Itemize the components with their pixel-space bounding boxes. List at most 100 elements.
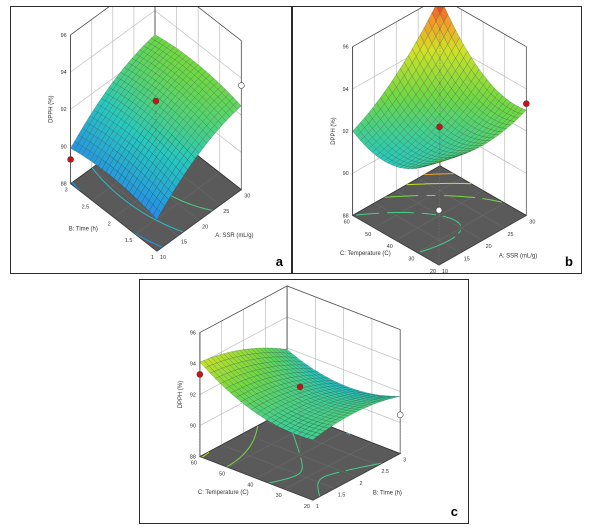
z-tick-label: 92	[61, 107, 67, 113]
x-axis-line	[438, 215, 527, 266]
z-tick-label: 88	[61, 182, 67, 188]
design-point	[196, 371, 204, 378]
y-axis-line	[70, 183, 158, 252]
z-tick-label: 96	[343, 45, 349, 51]
y-axis-title: B: Time (h)	[69, 227, 98, 233]
z-axis-title: DPPH (%)	[331, 117, 337, 144]
y-tick-label: 1	[151, 255, 154, 261]
axes: 88 90 92 94 96 DPPH (%) 1 1.5 2 2.5 3 B: Time (h) 20…	[178, 331, 406, 511]
design-point	[436, 123, 443, 131]
y-tick-label: 60	[191, 460, 197, 466]
panel-label-c: c	[450, 504, 458, 519]
surface-cell	[434, 158, 444, 163]
response-surface	[352, 7, 527, 169]
y-tick-label: 2.5	[82, 204, 90, 210]
z-tick-label: 88	[343, 213, 349, 219]
contour-line	[424, 173, 454, 176]
design-point	[238, 82, 245, 89]
response-surface	[70, 34, 242, 220]
z-tick-label: 92	[190, 393, 196, 399]
surface-chart-a: 88 90 92 94 96 DPPH (%) 10 15 20 25 30 A: SSR (mL/g…	[49, 7, 254, 261]
chart-panel-a: 88 90 92 94 96 DPPH (%) 10 15 20 25 30 A: SSR (mL/g…	[10, 6, 292, 274]
z-tick-label: 94	[343, 87, 349, 93]
panel-label-a: a	[275, 254, 283, 269]
x-tick-label: 3	[403, 458, 406, 464]
design-point	[67, 156, 74, 163]
z-tick-label: 90	[190, 424, 196, 430]
surface-cell	[152, 208, 162, 220]
floor-gridline	[256, 431, 344, 479]
y-axis-title: C: Temperature (C)	[340, 251, 391, 257]
y-tick-label: 50	[365, 232, 371, 238]
design-points	[435, 7, 530, 266]
y-tick-label: 3	[65, 188, 68, 194]
surface-chart-b: 88 90 92 94 96 DPPH (%) 10 15 20 25 30 A: SSR (mL/g…	[331, 7, 537, 273]
x-tick-label: 25	[507, 232, 513, 238]
x-tick-label: 10	[160, 255, 166, 261]
y-tick-label: 30	[276, 493, 282, 499]
x-tick-label: 30	[529, 219, 535, 225]
x-tick-label: 15	[464, 257, 470, 263]
design-points	[196, 371, 404, 457]
y-tick-label: 20	[430, 269, 436, 273]
surface-cell	[307, 435, 318, 440]
design-point	[296, 383, 304, 391]
contour-line	[91, 167, 184, 233]
panel-label-b: b	[565, 254, 573, 269]
x-axis-title: A: SSR (mL/g)	[215, 233, 253, 239]
y-tick-label: 1.5	[125, 238, 133, 244]
y-tick-label: 20	[304, 504, 310, 510]
x-axis-line	[312, 453, 401, 501]
contour-line	[406, 182, 472, 186]
x-axis-title: B: Time (h)	[373, 490, 402, 496]
design-point	[152, 97, 160, 105]
x-tick-label: 2.5	[381, 469, 389, 475]
axes: 88 90 92 94 96 DPPH (%) 10 15 20 25 30 A: SSR (mL/g…	[331, 45, 537, 273]
contour-line	[356, 212, 462, 253]
x-tick-label: 25	[223, 209, 229, 215]
x-tick-label: 30	[244, 194, 250, 200]
z-tick-label: 92	[343, 129, 349, 135]
x-axis-line	[156, 189, 242, 252]
z-axis-title: DPPH (%)	[178, 381, 184, 408]
design-point	[523, 100, 530, 107]
y-axis-line	[352, 215, 440, 266]
y-tick-label: 2	[108, 221, 111, 227]
z-tick-label: 88	[190, 455, 196, 461]
floor-gridline	[418, 177, 505, 229]
surface-chart-c: 88 90 92 94 96 DPPH (%) 1 1.5 2 2.5 3 B: Time (h) 20…	[178, 285, 406, 511]
x-tick-label: 1.5	[338, 492, 346, 498]
y-tick-label: 30	[408, 257, 414, 263]
x-tick-label: 10	[442, 269, 448, 273]
z-tick-label: 94	[190, 362, 196, 368]
x-tick-label: 1	[316, 504, 319, 510]
floor-gridline	[374, 177, 462, 229]
contour-line	[201, 451, 210, 458]
x-axis-title: A: SSR (mL/g)	[499, 254, 537, 260]
contour-line	[346, 432, 351, 435]
x-tick-label: 20	[486, 244, 492, 250]
design-point	[396, 411, 404, 419]
z-tick-label: 90	[61, 144, 67, 150]
contour-line	[226, 425, 259, 468]
floor-gridline	[395, 190, 484, 241]
x-tick-label: 2	[360, 481, 363, 487]
y-tick-label: 40	[247, 482, 253, 488]
z-axis-title: DPPH (%)	[49, 96, 55, 123]
y-tick-label: 40	[387, 244, 393, 250]
x-tick-label: 15	[181, 240, 187, 246]
y-axis-line	[199, 456, 314, 501]
z-tick-label: 90	[343, 171, 349, 177]
chart-panel-b: 88 90 92 94 96 DPPH (%) 10 15 20 25 30 A: SSR (mL/g…	[292, 6, 582, 274]
design-point	[435, 206, 443, 214]
design-points	[67, 82, 245, 190]
y-tick-label: 50	[219, 471, 225, 477]
chart-panel-c: 88 90 92 94 96 DPPH (%) 1 1.5 2 2.5 3 B: Time (h) 20…	[139, 279, 469, 524]
z-tick-label: 96	[190, 331, 196, 337]
y-axis-title: C: Temperature (C)	[198, 490, 249, 496]
response-surface	[199, 347, 401, 440]
contour-line	[384, 194, 502, 203]
x-tick-label: 20	[202, 224, 208, 230]
z-tick-label: 96	[61, 33, 67, 39]
z-tick-label: 94	[61, 70, 67, 76]
